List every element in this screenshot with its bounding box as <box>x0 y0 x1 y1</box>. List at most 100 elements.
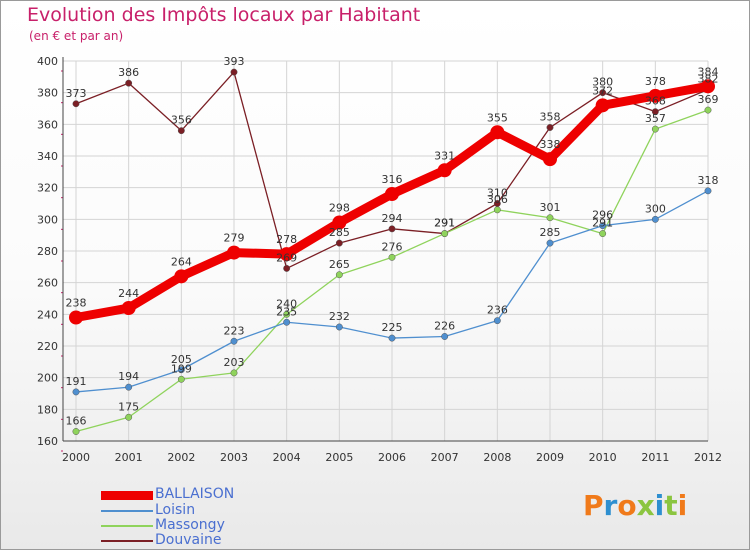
data-point-massongy <box>283 310 291 318</box>
data-label-douvaine: 285 <box>329 226 350 239</box>
data-point-loisin <box>546 239 554 247</box>
data-point-loisin <box>704 187 712 195</box>
data-label-loisin: 300 <box>645 202 666 215</box>
data-label-loisin: 235 <box>276 305 297 318</box>
data-label-ballaison: 378 <box>645 75 666 88</box>
data-label-loisin: 236 <box>487 304 508 317</box>
data-point-douvaine <box>177 127 185 135</box>
data-label-massongy: 291 <box>592 217 613 230</box>
data-point-massongy <box>651 125 659 133</box>
data-label-massongy: 369 <box>698 93 719 106</box>
x-tick-label: 2007 <box>431 451 459 464</box>
data-point-loisin <box>493 317 501 325</box>
logo-letter: P <box>583 489 604 522</box>
data-label-loisin: 191 <box>66 375 87 388</box>
data-label-massongy: 240 <box>276 297 297 310</box>
logo-letter: r <box>603 489 618 522</box>
data-point-douvaine <box>230 68 238 76</box>
data-label-ballaison: 238 <box>66 297 87 310</box>
data-point-douvaine <box>125 79 133 87</box>
data-label-douvaine: 382 <box>698 73 719 86</box>
logo-letter: i <box>654 489 665 522</box>
data-label-ballaison: 338 <box>540 138 561 151</box>
chart-title: Evolution des Impôts locaux par Habitant <box>27 4 421 26</box>
data-point-ballaison <box>121 301 136 315</box>
data-label-ballaison: 264 <box>171 255 192 268</box>
data-point-ballaison <box>437 163 452 178</box>
data-point-loisin <box>72 388 80 396</box>
data-label-douvaine: 294 <box>382 212 403 225</box>
data-point-massongy <box>335 271 343 279</box>
legend-swatch <box>101 510 153 512</box>
legend-label: BALLAISON <box>155 486 235 502</box>
data-point-massongy <box>72 428 80 435</box>
data-label-douvaine: 269 <box>276 251 297 264</box>
logo-letter: x <box>636 489 655 522</box>
data-point-loisin <box>230 337 238 345</box>
data-label-douvaine: 393 <box>224 55 245 68</box>
legend-label: Massongy <box>155 517 225 533</box>
data-label-massongy: 306 <box>487 193 508 206</box>
data-label-douvaine: 358 <box>540 111 561 124</box>
y-tick-label: 180 <box>37 403 58 416</box>
data-label-massongy: 199 <box>171 362 192 375</box>
x-tick-label: 2002 <box>167 451 195 464</box>
data-point-douvaine <box>72 100 80 108</box>
data-point-ballaison <box>595 98 610 113</box>
data-label-massongy: 276 <box>382 240 403 253</box>
data-point-loisin <box>125 383 133 391</box>
data-label-loisin: 205 <box>171 353 192 366</box>
data-point-ballaison <box>701 79 715 94</box>
x-tick-label: 2010 <box>589 451 617 464</box>
data-point-douvaine <box>388 225 396 233</box>
data-label-douvaine: 356 <box>171 114 192 127</box>
data-label-massongy: 203 <box>224 356 245 369</box>
data-point-douvaine <box>335 239 343 247</box>
legend-label: Loisin <box>155 502 196 518</box>
data-label-ballaison: 372 <box>592 84 613 97</box>
x-tick-label: 2009 <box>536 451 564 464</box>
data-label-massongy: 166 <box>66 415 87 428</box>
data-label-douvaine: 291 <box>434 217 455 230</box>
x-tick-label: 2004 <box>273 451 301 464</box>
data-label-loisin: 194 <box>118 370 139 383</box>
y-tick-label: 200 <box>37 372 58 385</box>
data-point-ballaison <box>543 152 557 167</box>
y-tick-label: 160 <box>37 435 58 448</box>
data-point-massongy <box>177 375 185 383</box>
data-label-ballaison: 316 <box>382 173 403 186</box>
data-label-ballaison: 278 <box>276 233 297 246</box>
data-point-loisin <box>388 334 396 342</box>
x-tick-label: 2011 <box>641 451 669 464</box>
data-point-massongy <box>125 413 133 421</box>
data-point-douvaine <box>651 108 659 116</box>
data-point-massongy <box>704 106 712 114</box>
data-point-ballaison <box>385 187 399 201</box>
data-point-massongy <box>388 253 396 261</box>
data-point-ballaison <box>69 310 83 325</box>
x-tick-label: 2008 <box>483 451 511 464</box>
data-label-massongy: 301 <box>540 201 561 214</box>
data-point-loisin <box>441 333 449 340</box>
y-tick-label: 220 <box>37 340 58 353</box>
x-tick-label: 2003 <box>220 451 248 464</box>
data-point-massongy <box>546 214 554 222</box>
legend-swatch <box>101 540 153 542</box>
data-label-ballaison: 279 <box>224 232 245 245</box>
data-point-ballaison <box>332 215 347 230</box>
data-label-massongy: 357 <box>645 112 666 125</box>
data-label-loisin: 318 <box>698 174 719 187</box>
data-point-massongy <box>599 230 607 238</box>
y-tick-label: 340 <box>37 150 58 163</box>
y-tick-label: 240 <box>37 308 58 321</box>
data-point-douvaine <box>283 264 291 272</box>
data-label-ballaison: 384 <box>698 65 719 78</box>
logo-letter: i <box>677 489 688 522</box>
data-point-loisin <box>283 318 291 326</box>
y-tick-label: 380 <box>37 87 58 100</box>
x-tick-label: 2005 <box>325 451 353 464</box>
data-point-massongy <box>493 206 501 214</box>
data-label-ballaison: 331 <box>434 149 455 162</box>
